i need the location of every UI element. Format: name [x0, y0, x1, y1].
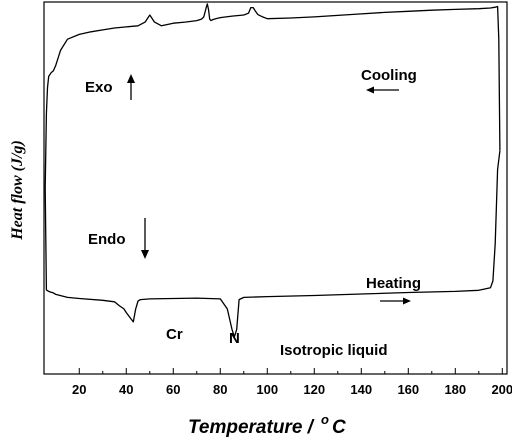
- cooling-label: Cooling: [361, 67, 417, 84]
- x-tick-label: 40: [119, 382, 133, 397]
- x-tick-label: 100: [256, 382, 278, 397]
- cr-phase-label: Cr: [166, 326, 183, 343]
- exo-arrow-icon: [127, 74, 135, 100]
- x-axis-tick-labels: 20 40 60 80 100 120 140 160 180 200: [72, 382, 512, 397]
- n-phase-label: N: [229, 330, 240, 347]
- dsc-curve: [44, 150, 501, 338]
- x-tick-label: 60: [166, 382, 180, 397]
- y-axis-title: Heat flow (J/g): [9, 140, 26, 241]
- x-axis-ticks: [78, 368, 503, 374]
- plot-frame: [43, 1, 508, 375]
- dsc-curves: [44, 3, 501, 338]
- exo-label: Exo: [85, 79, 113, 96]
- dsc-curve: [44, 3, 501, 189]
- x-tick-label: 80: [213, 382, 227, 397]
- endo-arrow-icon: [141, 218, 149, 259]
- x-tick-label: 200: [491, 382, 512, 397]
- x-axis-title: Temperature /: [188, 417, 315, 438]
- heating-arrow-icon: [380, 297, 411, 305]
- endo-label: Endo: [88, 231, 126, 248]
- x-tick-label: 160: [397, 382, 419, 397]
- x-axis-title-unit: C: [332, 417, 346, 438]
- x-tick-label: 120: [303, 382, 325, 397]
- heating-label: Heating: [366, 275, 421, 292]
- x-tick-label: 180: [444, 382, 466, 397]
- x-tick-label: 20: [72, 382, 86, 397]
- cooling-arrow-icon: [366, 86, 399, 94]
- x-axis-title-superscript: o: [321, 412, 329, 427]
- x-tick-label: 140: [350, 382, 372, 397]
- isotropic-liquid-label: Isotropic liquid: [280, 342, 388, 359]
